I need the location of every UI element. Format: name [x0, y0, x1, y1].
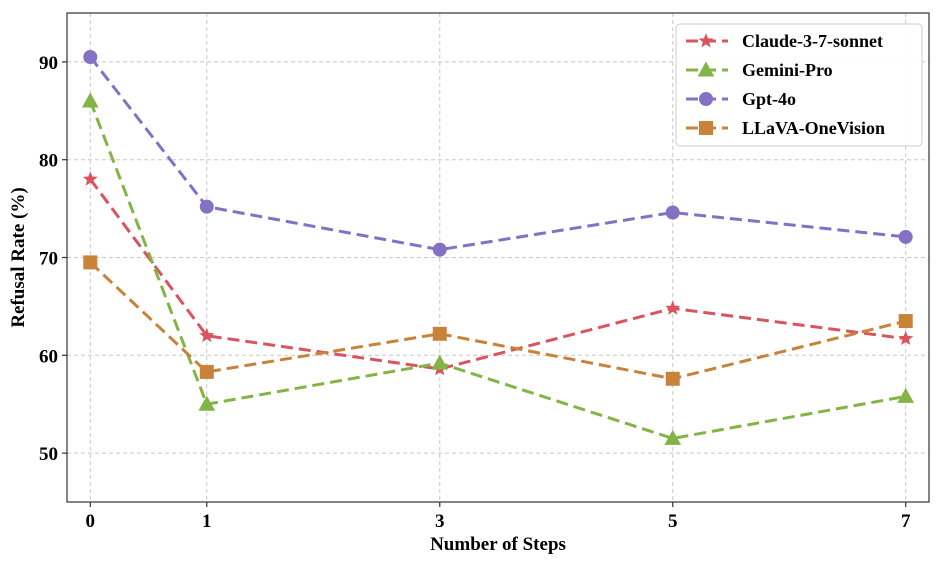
triangle-marker: [697, 61, 715, 77]
square-marker: [699, 121, 713, 135]
square-marker: [199, 364, 214, 379]
triangle-marker: [897, 387, 915, 403]
series-line: [89, 178, 906, 371]
circle-marker: [83, 50, 98, 65]
legend: Claude-3-7-sonnet Gemini-Pro Gpt-4o LLaVA-O…: [675, 23, 923, 147]
y-axis-label: Refusal Rate (%): [8, 187, 29, 327]
triangle-marker: [81, 92, 99, 108]
legend-box: [675, 23, 923, 147]
circle-marker: [199, 199, 214, 214]
x-tick-label: 0: [86, 511, 96, 532]
y-tick-label: 60: [39, 346, 58, 367]
legend-label: LLaVA-OneVision: [742, 118, 885, 138]
circle-marker: [432, 242, 447, 257]
series-line: [89, 56, 906, 252]
series-line: [89, 261, 907, 381]
square-marker: [432, 326, 447, 341]
square-marker: [665, 371, 680, 386]
star-marker: [199, 327, 215, 343]
triangle-marker: [664, 429, 682, 445]
legend-label: Gemini-Pro: [742, 60, 833, 80]
circle-marker: [699, 92, 713, 106]
square-marker: [898, 314, 913, 329]
circle-marker: [665, 205, 680, 220]
triangle-marker: [431, 354, 449, 370]
y-tick-label: 80: [39, 151, 58, 172]
series-gemini-pro: [81, 92, 915, 445]
star-marker: [665, 300, 681, 315]
series-layer: [81, 50, 915, 445]
square-marker: [83, 255, 98, 270]
star-marker: [898, 330, 914, 346]
legend-label: Gpt-4o: [742, 89, 796, 109]
y-tick-label: 70: [39, 249, 58, 270]
grid: [67, 13, 929, 502]
x-tick-label: 7: [901, 511, 911, 532]
legend-label: Claude-3-7-sonnet: [742, 31, 883, 51]
y-tick-label: 50: [39, 444, 58, 465]
legend-item: Gpt-4o: [686, 89, 796, 109]
y-tick-label: 90: [39, 53, 58, 74]
series-line: [88, 100, 906, 440]
series-gpt-4o: [83, 50, 913, 257]
series-claude-3-7-sonnet: [82, 171, 914, 376]
x-tick-label: 3: [435, 511, 445, 532]
y-ticks: 50 60 70 80 90: [39, 53, 67, 465]
legend-item: Gemini-Pro: [686, 60, 833, 80]
legend-item: LLaVA-OneVision: [686, 118, 885, 138]
circle-marker: [898, 229, 913, 244]
star-marker: [698, 33, 714, 48]
star-marker: [82, 171, 98, 186]
x-axis-label: Number of Steps: [430, 534, 566, 555]
x-tick-label: 5: [668, 511, 678, 532]
triangle-marker: [198, 395, 216, 411]
x-ticks: 0 1 3 5 7: [86, 502, 911, 532]
x-tick-label: 1: [202, 511, 212, 532]
legend-item: Claude-3-7-sonnet: [686, 31, 883, 51]
series-llava-onevision: [83, 255, 913, 386]
